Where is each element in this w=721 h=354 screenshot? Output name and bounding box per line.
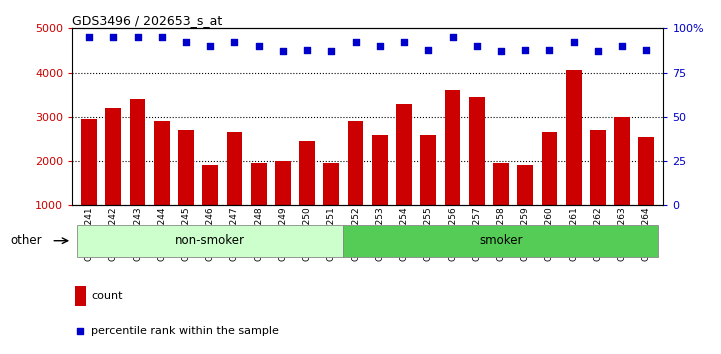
- Point: [301, 47, 313, 52]
- Text: other: other: [10, 234, 42, 246]
- Bar: [75, 286, 86, 306]
- Text: percentile rank within the sample: percentile rank within the sample: [91, 326, 279, 336]
- Bar: [493, 163, 509, 250]
- Bar: [348, 121, 363, 250]
- Point: [374, 43, 386, 49]
- Point: [326, 48, 337, 54]
- Bar: [251, 163, 267, 250]
- Bar: [178, 130, 194, 250]
- Bar: [614, 117, 630, 250]
- Point: [640, 47, 652, 52]
- Point: [107, 34, 119, 40]
- Point: [74, 329, 86, 334]
- Bar: [275, 161, 291, 250]
- Bar: [372, 135, 388, 250]
- Bar: [396, 104, 412, 250]
- Text: smoker: smoker: [479, 234, 523, 246]
- Bar: [203, 166, 218, 250]
- Point: [495, 48, 507, 54]
- Bar: [566, 70, 582, 250]
- Point: [253, 43, 265, 49]
- Bar: [445, 90, 461, 250]
- Point: [277, 48, 288, 54]
- Text: GDS3496 / 202653_s_at: GDS3496 / 202653_s_at: [72, 14, 222, 27]
- Bar: [105, 108, 121, 250]
- Point: [156, 34, 167, 40]
- Point: [592, 48, 603, 54]
- Bar: [469, 97, 485, 250]
- Point: [447, 34, 459, 40]
- Bar: [420, 135, 436, 250]
- Point: [84, 34, 95, 40]
- Bar: [77, 225, 343, 257]
- Bar: [81, 119, 97, 250]
- Point: [544, 47, 555, 52]
- Bar: [518, 166, 533, 250]
- Bar: [590, 130, 606, 250]
- Bar: [154, 121, 169, 250]
- Bar: [324, 163, 340, 250]
- Point: [180, 40, 192, 45]
- Bar: [541, 132, 557, 250]
- Point: [568, 40, 580, 45]
- Point: [519, 47, 531, 52]
- Point: [471, 43, 482, 49]
- Point: [350, 40, 361, 45]
- Bar: [343, 225, 658, 257]
- Bar: [639, 137, 654, 250]
- Point: [132, 34, 143, 40]
- Bar: [226, 132, 242, 250]
- Text: non-smoker: non-smoker: [175, 234, 245, 246]
- Point: [205, 43, 216, 49]
- Text: count: count: [91, 291, 123, 301]
- Point: [229, 40, 240, 45]
- Bar: [130, 99, 146, 250]
- Point: [423, 47, 434, 52]
- Bar: [299, 141, 315, 250]
- Point: [398, 40, 410, 45]
- Point: [616, 43, 628, 49]
